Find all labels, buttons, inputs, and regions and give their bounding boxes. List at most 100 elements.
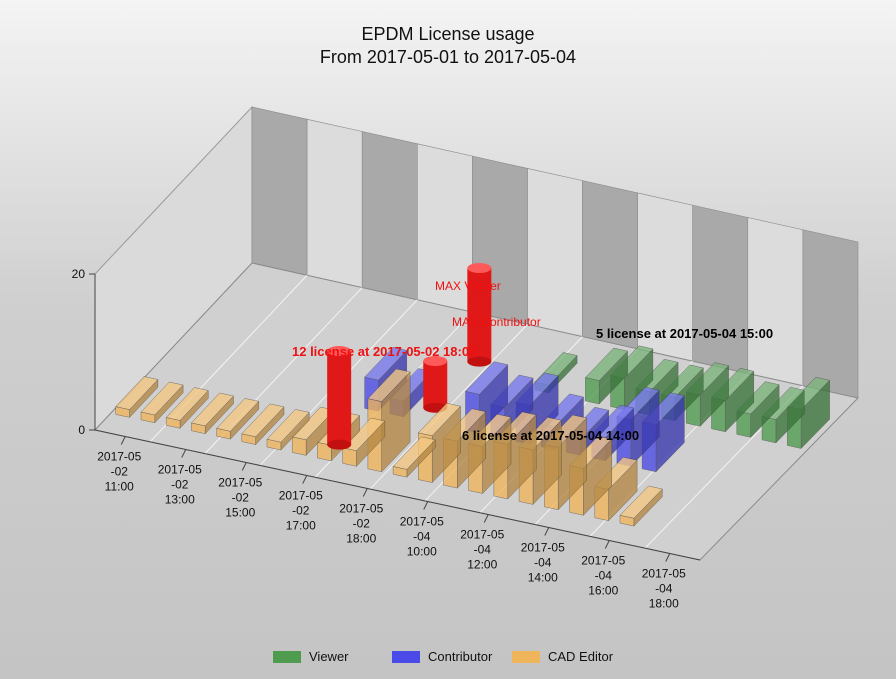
x-tick-label: 2017-05 -02 18:00 <box>339 502 383 546</box>
x-axis-line <box>94 429 701 561</box>
y-tick-label: 0 <box>78 423 85 437</box>
back-wall-stripe <box>527 168 583 337</box>
x-tick-label: 2017-05 -02 13:00 <box>158 463 202 507</box>
cad-editor-bar-face <box>241 403 285 438</box>
annotation-6-license: 6 license at 2017-05-04 14:00 <box>462 428 639 443</box>
legend-swatch-viewer <box>273 650 301 663</box>
x-tick-label-line: 2017-05 <box>339 502 383 516</box>
contributor-bar-face <box>465 361 509 395</box>
x-tick-mark <box>604 540 610 549</box>
x-tick-label-line: 18:00 <box>346 532 376 546</box>
x-tick-label-line: -02 <box>111 465 129 479</box>
cad-editor-bar <box>216 398 260 440</box>
cad-editor-bar-face <box>266 409 310 443</box>
max-viewer-marker-base <box>467 356 492 367</box>
x-tick-mark <box>483 514 489 523</box>
back-wall-stripe <box>582 180 638 350</box>
x-tick-label-line: 2017-05 <box>581 554 625 568</box>
x-tick-label-line: -02 <box>171 478 189 492</box>
cad-editor-bar-face <box>140 381 184 416</box>
cad-editor-bar-face <box>216 398 260 432</box>
viewer-bar <box>685 362 729 427</box>
max-viewer-marker-body <box>467 268 492 362</box>
max-license-marker-base <box>327 439 352 450</box>
back-wall-stripe <box>747 217 804 387</box>
x-tick-label-line: 2017-05 <box>521 541 565 555</box>
x-tick-label-line: 2017-05 <box>642 567 686 581</box>
cad-editor-bar-face <box>417 402 461 437</box>
x-tick-mark <box>302 475 308 484</box>
cad-editor-bar-face <box>342 447 357 467</box>
viewer-bar <box>761 386 805 444</box>
x-tick-label-line: 11:00 <box>105 480 134 494</box>
x-tick-mark <box>665 553 671 562</box>
back-wall-stripe <box>692 204 749 374</box>
cad-editor-bar <box>115 376 159 418</box>
viewer-bar-face <box>585 347 628 381</box>
viewer-bar-face <box>585 377 600 405</box>
x-tick-label-line: -02 <box>292 504 310 518</box>
annotation-12-license: 12 license at 2017-05-02 18:00 <box>292 344 476 359</box>
legend-swatch-contributor <box>392 650 420 663</box>
max-license-marker-top <box>327 346 352 357</box>
x-tick-label-line: 2017-05 <box>158 463 202 477</box>
contributor-bar-face <box>364 347 408 381</box>
x-tick-label-line: -02 <box>353 517 371 531</box>
x-tick-label-line: 13:00 <box>165 493 195 507</box>
cad-editor-bar <box>266 409 310 451</box>
max-contributor-label: MAX Contributor <box>452 315 541 329</box>
back-wall-stripe <box>251 106 308 276</box>
chart-title: EPDM License usage <box>361 24 535 44</box>
x-tick-label-line: 18:00 <box>649 597 679 611</box>
x-tick-label: 2017-05 -02 11:00 <box>97 450 141 494</box>
max-contributor-marker-top <box>423 355 448 366</box>
back-wall-stripe <box>361 131 418 301</box>
x-tick-label-line: 16:00 <box>588 584 618 598</box>
cad-editor-bar-face <box>392 436 436 470</box>
cad-editor-bar-face <box>619 485 663 519</box>
chart-subtitle: From 2017-05-01 to 2017-05-04 <box>319 47 577 67</box>
legend-label-contributor: Contributor <box>428 649 493 664</box>
max-license-marker-body <box>327 351 352 445</box>
x-tick-label-line: -04 <box>534 556 552 570</box>
x-tick-mark <box>241 462 247 471</box>
cad-editor-bar <box>191 392 234 435</box>
x-tick-label-line: 17:00 <box>286 519 316 533</box>
legend-label-viewer: Viewer <box>309 649 349 664</box>
x-tick-label-line: -04 <box>595 569 613 583</box>
x-tick-label-line: 12:00 <box>467 558 497 572</box>
x-tick-label: 2017-05 -04 16:00 <box>581 554 625 598</box>
cad-editor-bar <box>165 387 209 429</box>
x-tick-mark <box>181 449 187 458</box>
cad-editor-bar <box>392 436 436 478</box>
chart-legend: Viewer Contributor CAD Editor <box>0 649 896 669</box>
max-contributor-marker-body <box>423 360 448 408</box>
cad-editor-bar-face <box>367 368 411 402</box>
x-tick-mark <box>423 501 429 510</box>
x-tick-label-line: -04 <box>655 582 673 596</box>
legend-item-viewer: Viewer <box>273 649 349 664</box>
legend-swatch-cad-editor <box>512 650 540 663</box>
legend-item-contributor: Contributor <box>392 649 492 664</box>
cad-editor-bar-face <box>165 387 209 421</box>
annotation-5-license: 5 license at 2017-05-04 15:00 <box>596 326 773 341</box>
legend-item-cad-editor: CAD Editor <box>512 649 613 664</box>
x-tick-label-line: 2017-05 <box>460 528 504 542</box>
cad-editor-bar <box>140 381 184 424</box>
max-viewer-marker-top <box>467 263 492 274</box>
x-tick-mark <box>120 436 126 445</box>
cad-editor-bar-face <box>342 417 386 451</box>
x-tick-label: 2017-05 -04 12:00 <box>460 528 504 572</box>
cad-editor-bar <box>342 417 386 467</box>
x-tick-label: 2017-05 -04 14:00 <box>521 541 565 585</box>
x-tick-label-line: -04 <box>413 530 431 544</box>
x-tick-label: 2017-05 -04 10:00 <box>400 515 444 559</box>
x-tick-label-line: 2017-05 <box>218 476 262 490</box>
max-viewer-label: MAX Viewer <box>435 279 501 293</box>
legend-label-cad-editor: CAD Editor <box>548 649 614 664</box>
x-tick-label-line: -02 <box>232 491 250 505</box>
x-tick-label-line: 10:00 <box>407 545 437 559</box>
y-tick-label: 20 <box>72 267 86 281</box>
x-tick-label: 2017-05 -04 18:00 <box>642 567 686 611</box>
